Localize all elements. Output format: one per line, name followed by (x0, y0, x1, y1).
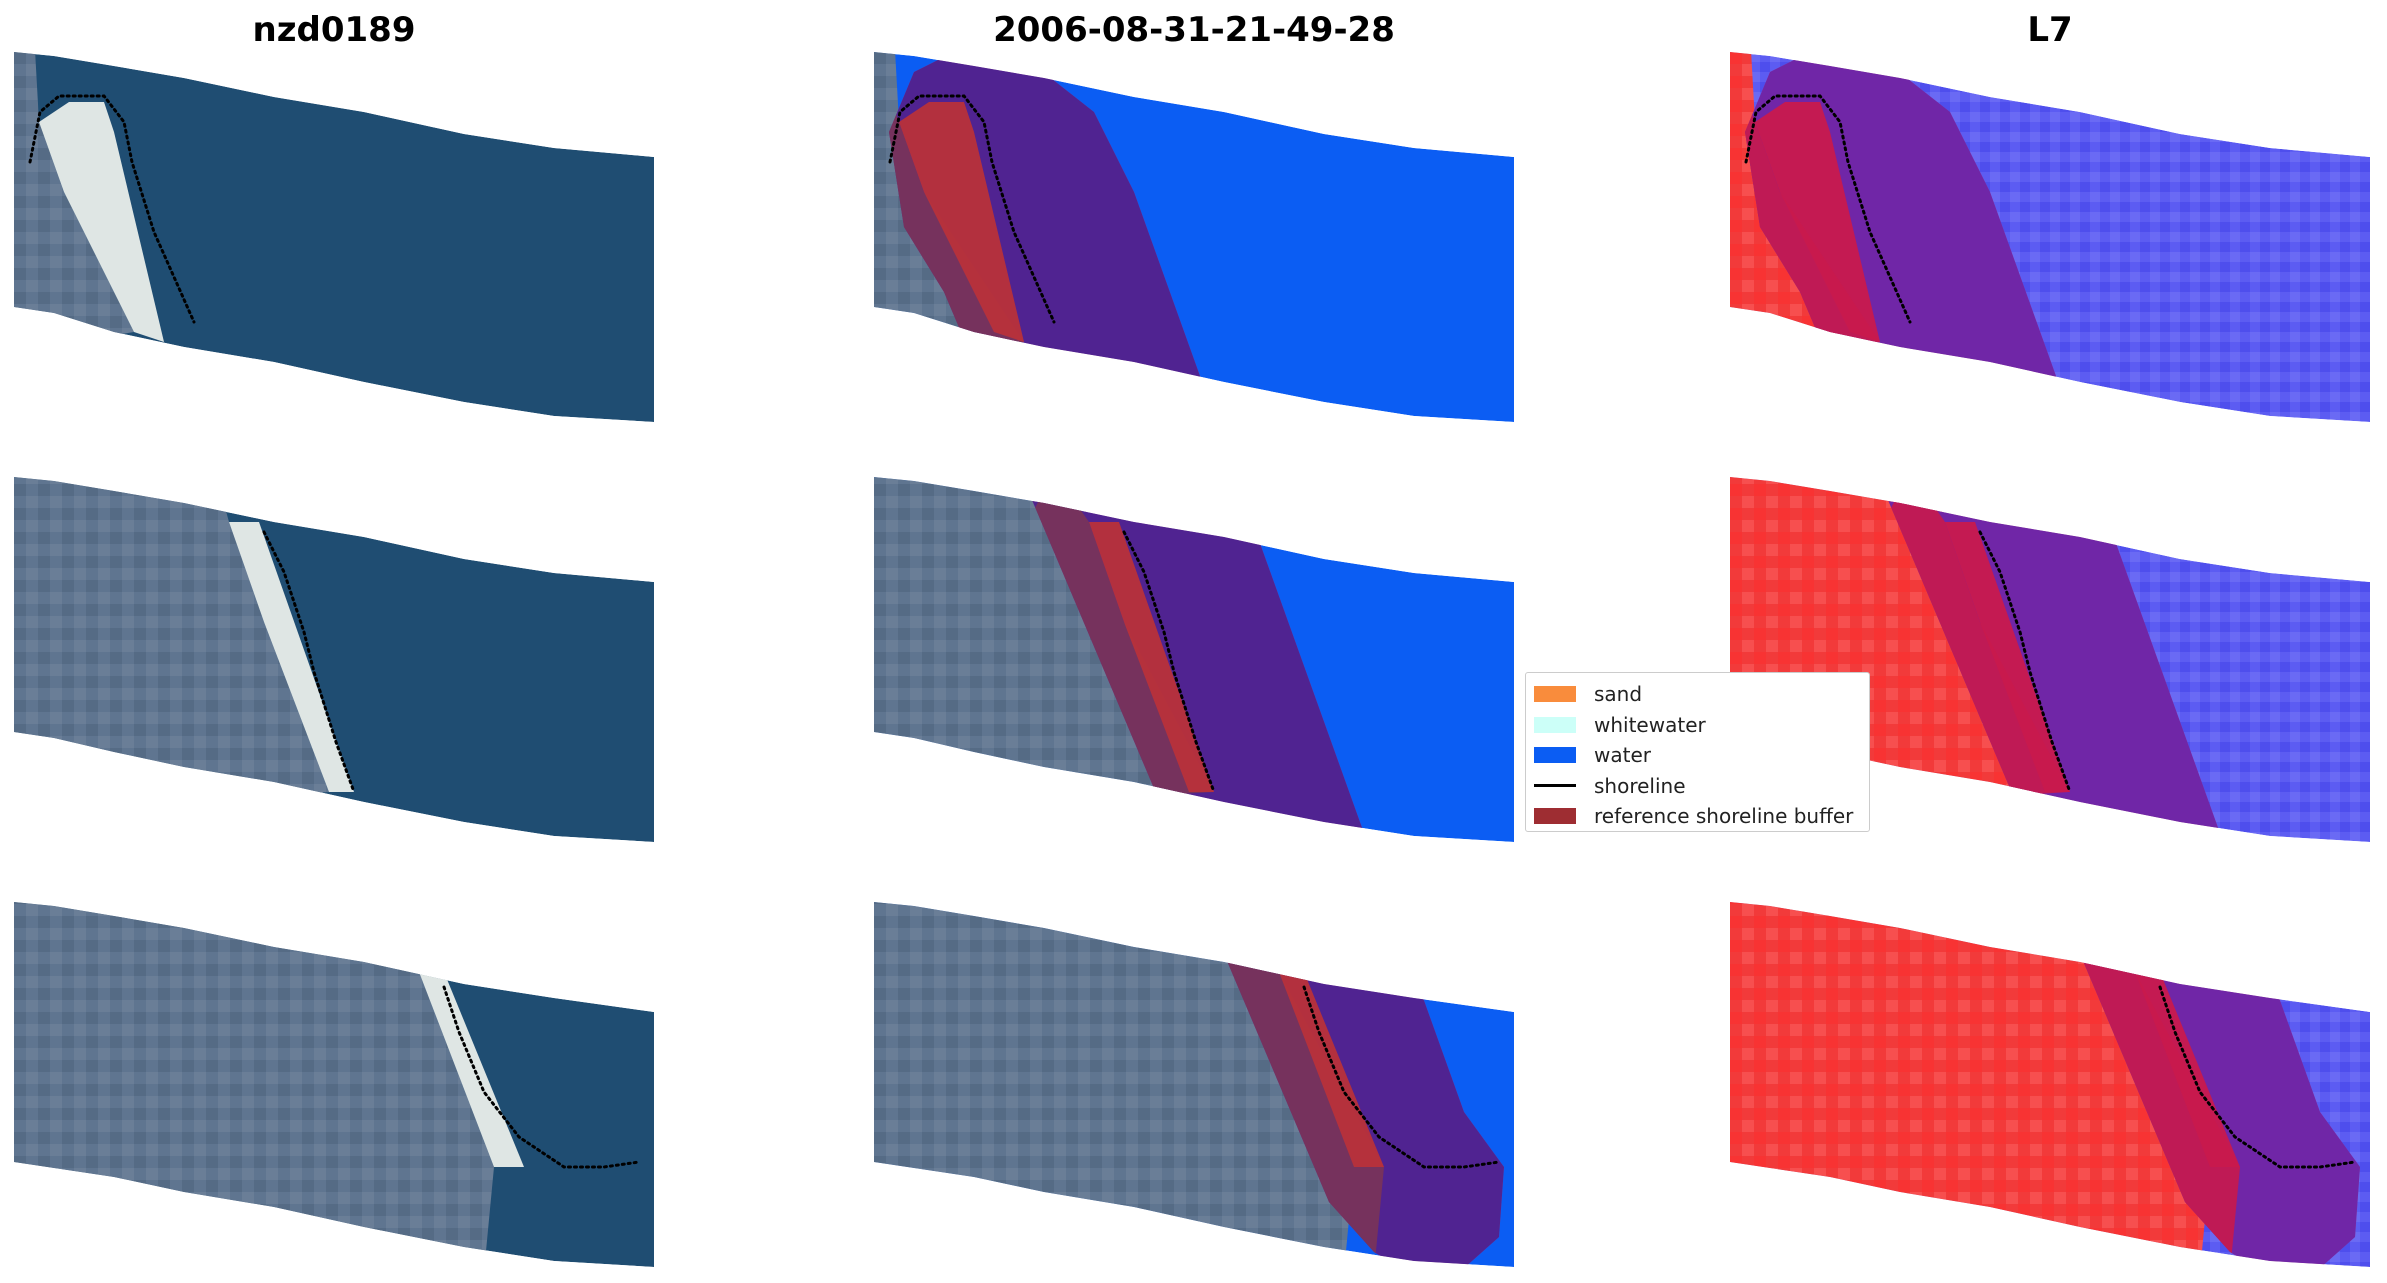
legend-swatch-shoreline (1534, 784, 1576, 788)
rgb-land-3 (14, 882, 494, 1267)
legend-item-whitewater: whitewater (1534, 710, 1861, 741)
rgb-land-2 (14, 457, 329, 812)
legend-swatch-water (1534, 747, 1576, 764)
index-shoreline-3 (2158, 985, 2357, 1169)
classified-land-3 (874, 882, 1354, 1267)
panel-title-rgb: nzd0189 (252, 10, 416, 50)
index-shoreline-1 (1744, 94, 1912, 324)
legend-item-sand: sand (1534, 679, 1861, 710)
index-land-3 (1730, 882, 2210, 1267)
index-canvas (1730, 52, 2370, 1267)
legend-swatch-whitewater (1534, 716, 1576, 733)
legend-label-whitewater: whitewater (1594, 712, 1706, 737)
panel-rgb-image (14, 52, 654, 1272)
rgb-sand-1 (39, 102, 164, 342)
legend-swatch-reference-buffer (1534, 808, 1576, 825)
classified-land-2 (874, 457, 1189, 812)
classified-shoreline-1 (888, 94, 1056, 324)
legend-label-reference-buffer: reference shoreline buffer (1594, 804, 1854, 829)
legend-item-reference-buffer: reference shoreline buffer (1534, 801, 1861, 832)
index-shoreline-2 (1978, 530, 2072, 794)
rgb-shoreline-3 (442, 985, 641, 1169)
rgb-strip-1 (14, 52, 654, 422)
rgb-strip-3 (14, 882, 654, 1267)
rgb-canvas (14, 52, 654, 1267)
rgb-sand-3 (419, 972, 524, 1167)
rgb-sand-2 (229, 522, 354, 792)
legend-label-shoreline: shoreline (1594, 773, 1686, 798)
panel-index-image (1730, 52, 2370, 1272)
classified-shoreline-2 (1122, 530, 1216, 794)
rgb-water-1 (14, 52, 654, 422)
panel-classified-image (874, 52, 1514, 1272)
legend-label-water: water (1594, 743, 1651, 768)
panel-title-satellite: L7 (2027, 10, 2073, 50)
classified-canvas (874, 52, 1514, 1267)
legend-item-shoreline: shoreline (1534, 771, 1861, 802)
legend-swatch-sand (1534, 686, 1576, 703)
panel-title-date: 2006-08-31-21-49-28 (993, 10, 1395, 50)
rgb-shoreline-1 (28, 94, 196, 324)
legend-item-water: water (1534, 740, 1861, 771)
legend: sand whitewater water shoreline referenc… (1525, 672, 1870, 832)
legend-label-sand: sand (1594, 682, 1643, 707)
rgb-shoreline-2 (262, 530, 356, 794)
classified-shoreline-3 (1302, 985, 1501, 1169)
rgb-strip-2 (14, 457, 654, 842)
